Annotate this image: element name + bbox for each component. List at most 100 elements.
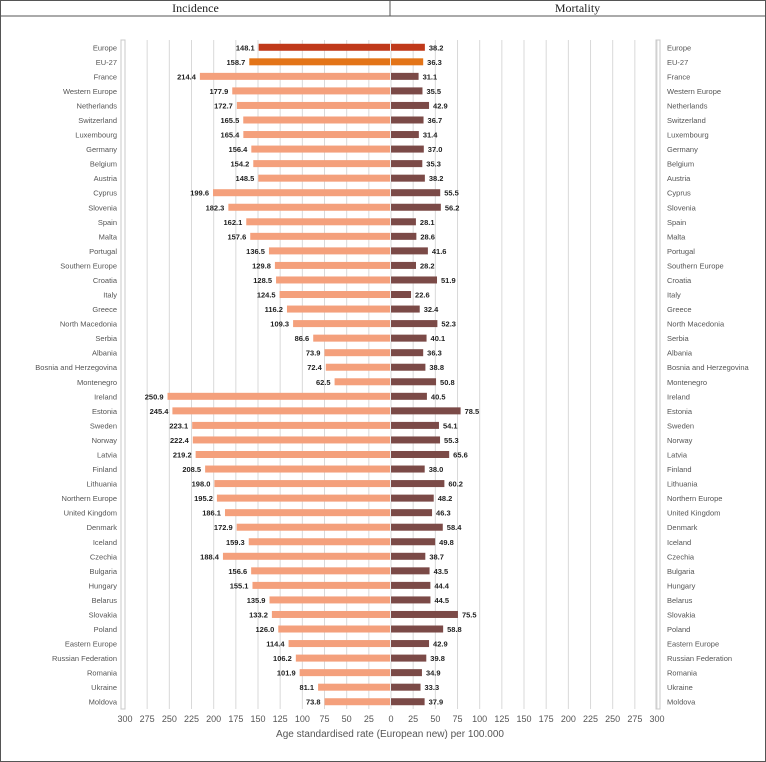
incidence-bar-belarus xyxy=(269,596,390,604)
incidence-bar-germany xyxy=(251,145,390,153)
category-label-right-switzerland: Switzerland xyxy=(667,116,706,125)
mortality-value-eu-27: 36.3 xyxy=(427,58,442,67)
tick-label: 250 xyxy=(162,714,177,724)
mortality-value-eastern-europe: 42.9 xyxy=(433,640,448,649)
mortality-bar-russian-federation xyxy=(391,654,427,662)
incidence-value-albania: 73.9 xyxy=(306,349,321,358)
incidence-bar-latvia xyxy=(195,450,390,458)
tick-label: 300 xyxy=(650,714,665,724)
tick-label: 75 xyxy=(319,714,329,724)
incidence-bar-netherlands xyxy=(236,101,390,109)
tick-label: 150 xyxy=(516,714,531,724)
incidence-bar-ukraine xyxy=(318,683,390,691)
category-label-right-western-europe: Western Europe xyxy=(667,87,721,96)
category-label-right-ukraine: Ukraine xyxy=(667,683,693,692)
category-label-right-northern-europe: Northern Europe xyxy=(667,494,722,503)
incidence-value-luxembourg: 165.4 xyxy=(221,131,241,140)
category-label-right-europe: Europe xyxy=(667,43,691,52)
mortality-value-bosnia-and-herzegovina: 38.8 xyxy=(429,363,444,372)
tick-label: 225 xyxy=(184,714,199,724)
mortality-value-slovakia: 75.5 xyxy=(462,610,477,619)
category-label-right-bulgaria: Bulgaria xyxy=(667,567,695,576)
incidence-bar-greece xyxy=(286,305,390,313)
mortality-value-france: 31.1 xyxy=(423,72,438,81)
mortality-value-switzerland: 36.7 xyxy=(428,116,443,125)
category-label-left-ukraine: Ukraine xyxy=(91,683,117,692)
mortality-value-southern-europe: 28.2 xyxy=(420,261,435,270)
mortality-value-united-kingdom: 46.3 xyxy=(436,509,451,518)
tick-label: 175 xyxy=(228,714,243,724)
mortality-value-montenegro: 50.8 xyxy=(440,378,455,387)
mortality-bar-germany xyxy=(391,145,424,153)
mortality-bar-slovenia xyxy=(391,203,441,211)
mortality-bar-north-macedonia xyxy=(391,320,438,328)
category-label-right-southern-europe: Southern Europe xyxy=(667,261,724,270)
incidence-value-germany: 156.4 xyxy=(229,145,249,154)
incidence-bar-spain xyxy=(246,218,390,226)
category-label-right-romania: Romania xyxy=(667,669,698,678)
category-label-left-eastern-europe: Eastern Europe xyxy=(65,640,117,649)
incidence-value-russian-federation: 106.2 xyxy=(273,654,292,663)
category-label-right-russian-federation: Russian Federation xyxy=(667,654,732,663)
incidence-bar-luxembourg xyxy=(243,131,390,139)
incidence-bar-cyprus xyxy=(213,189,390,197)
incidence-value-bulgaria: 156.6 xyxy=(228,567,247,576)
mortality-bar-hungary xyxy=(391,581,431,589)
category-label-left-russian-federation: Russian Federation xyxy=(52,654,117,663)
incidence-panel-title: Incidence xyxy=(172,1,219,15)
category-label-right-estonia: Estonia xyxy=(667,407,693,416)
incidence-value-cyprus: 199.6 xyxy=(190,189,209,198)
mortality-bar-europe xyxy=(391,43,425,51)
category-label-left-sweden: Sweden xyxy=(90,421,117,430)
mortality-bar-ukraine xyxy=(391,683,421,691)
mortality-bar-lithuania xyxy=(391,480,445,488)
incidence-value-ukraine: 81.1 xyxy=(299,683,314,692)
category-label-right-montenegro: Montenegro xyxy=(667,378,707,387)
mortality-value-russian-federation: 39.8 xyxy=(430,654,445,663)
category-label-right-lithuania: Lithuania xyxy=(667,480,698,489)
incidence-bar-slovakia xyxy=(271,610,390,618)
incidence-bar-eastern-europe xyxy=(288,640,390,648)
category-label-left-croatia: Croatia xyxy=(93,276,118,285)
incidence-value-europe: 148.1 xyxy=(236,43,255,52)
mortality-bar-spain xyxy=(391,218,416,226)
incidence-value-eastern-europe: 114.4 xyxy=(266,640,285,649)
category-label-left-montenegro: Montenegro xyxy=(77,378,117,387)
category-label-left-serbia: Serbia xyxy=(95,334,118,343)
mortality-value-luxembourg: 31.4 xyxy=(423,131,438,140)
incidence-value-north-macedonia: 109.3 xyxy=(270,320,289,329)
mortality-bar-croatia xyxy=(391,276,438,284)
category-label-left-malta: Malta xyxy=(99,232,118,241)
incidence-value-austria: 148.5 xyxy=(236,174,255,183)
mortality-value-north-macedonia: 52.3 xyxy=(441,320,456,329)
incidence-value-slovakia: 133.2 xyxy=(249,610,268,619)
category-label-left-luxembourg: Luxembourg xyxy=(75,131,117,140)
incidence-bar-ireland xyxy=(167,392,390,400)
incidence-bar-western-europe xyxy=(232,87,390,95)
tick-label: 150 xyxy=(250,714,265,724)
mortality-value-belgium: 35.3 xyxy=(426,160,441,169)
mortality-bar-france xyxy=(391,72,419,80)
category-label-right-portugal: Portugal xyxy=(667,247,695,256)
mortality-bar-switzerland xyxy=(391,116,424,124)
mortality-bar-eu-27 xyxy=(391,58,424,66)
category-label-left-northern-europe: Northern Europe xyxy=(62,494,117,503)
mortality-value-germany: 37.0 xyxy=(428,145,443,154)
tick-label: 0 xyxy=(389,714,394,724)
category-label-right-luxembourg: Luxembourg xyxy=(667,131,709,140)
category-label-right-finland: Finland xyxy=(667,465,692,474)
mortality-bar-bulgaria xyxy=(391,567,430,575)
category-label-left-albania: Albania xyxy=(92,349,118,358)
category-label-right-france: France xyxy=(667,72,690,81)
incidence-bar-denmark xyxy=(236,523,390,531)
incidence-bar-norway xyxy=(192,436,390,444)
incidence-value-spain: 162.1 xyxy=(223,218,242,227)
category-label-left-netherlands: Netherlands xyxy=(77,101,118,110)
mortality-bar-luxembourg xyxy=(391,131,419,139)
mortality-value-norway: 55.3 xyxy=(444,436,459,445)
mortality-bar-northern-europe xyxy=(391,494,434,502)
category-label-right-greece: Greece xyxy=(667,305,692,314)
category-label-right-czechia: Czechia xyxy=(667,552,695,561)
mortality-value-italy: 22.6 xyxy=(415,291,430,300)
mortality-bar-sweden xyxy=(391,421,439,429)
